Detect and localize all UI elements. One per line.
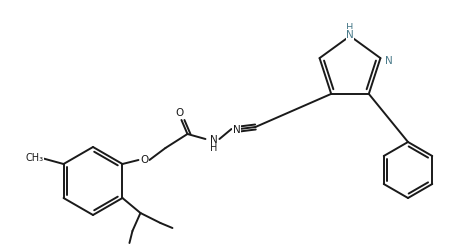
Text: N: N [233, 125, 240, 135]
Text: O: O [140, 155, 148, 165]
Text: H: H [346, 23, 354, 33]
Text: N: N [346, 30, 354, 40]
Text: N: N [210, 135, 217, 145]
Text: O: O [175, 108, 184, 118]
Text: CH₃: CH₃ [26, 153, 44, 163]
Text: N: N [385, 56, 393, 66]
Text: H: H [210, 143, 217, 153]
